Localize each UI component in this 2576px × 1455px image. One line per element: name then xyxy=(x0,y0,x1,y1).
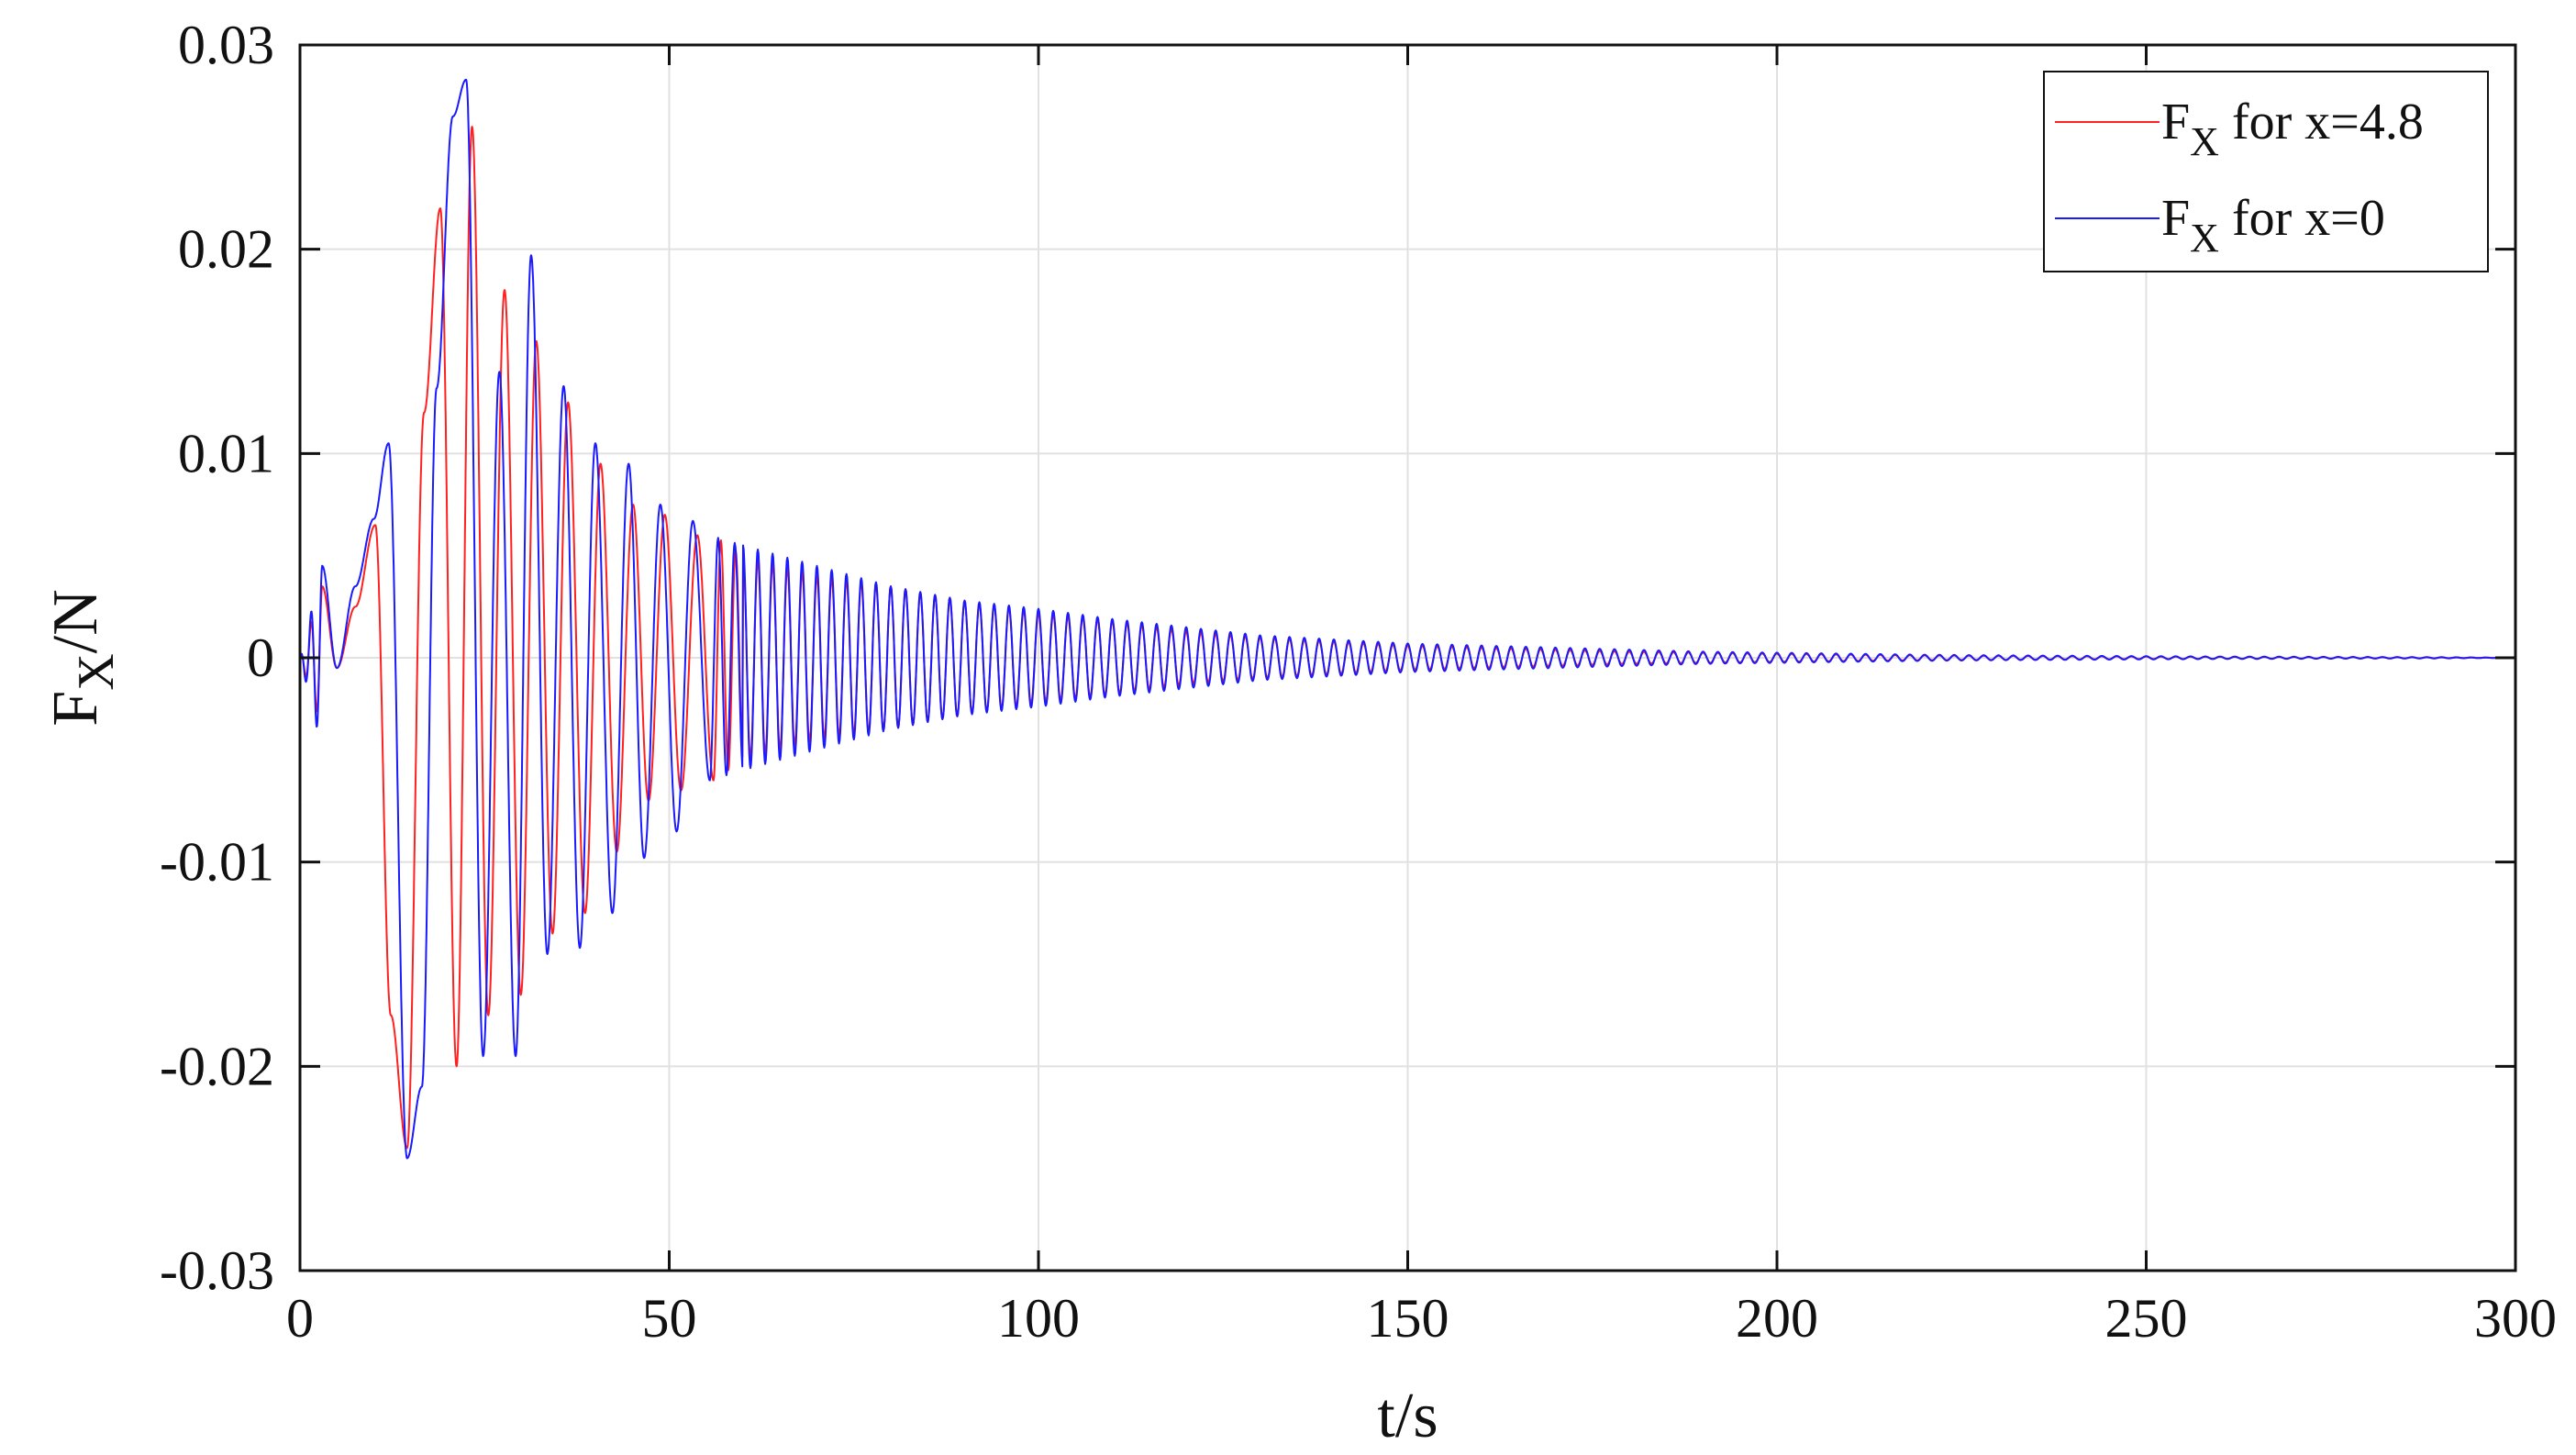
legend-label-series-a-rest: for x=4.8 xyxy=(2219,94,2424,150)
series-line-1 xyxy=(299,78,2516,1160)
x-tick-label: 250 xyxy=(2105,1288,2188,1349)
legend-label-series-b: FX for x=0 xyxy=(2161,190,2385,261)
legend-box xyxy=(2043,71,2489,272)
x-tick-label: 0 xyxy=(286,1288,314,1349)
y-axis-title: FX/N xyxy=(40,589,125,726)
x-tick-label: 100 xyxy=(997,1288,1080,1349)
y-axis-title-suffix: /N xyxy=(40,589,111,653)
y-tick-label: 0 xyxy=(247,628,274,688)
axis-ticks: 0 50 100 150 200 250 300 -0.03 -0.02 -0.01 0 0.01 0.… xyxy=(160,15,2557,1349)
legend-label-series-b-sub: X xyxy=(2190,216,2219,261)
x-tick-label: 300 xyxy=(2474,1288,2557,1349)
legend-label-series-a: FX for x=4.8 xyxy=(2161,94,2424,164)
y-tick-label: -0.02 xyxy=(160,1036,274,1096)
x-tick-label: 150 xyxy=(1367,1288,1449,1349)
legend-label-series-b-main: F xyxy=(2161,190,2190,247)
x-tick-label: 200 xyxy=(1736,1288,1818,1349)
y-tick-label: 0.01 xyxy=(178,423,274,483)
x-axis-title: t/s xyxy=(1377,1381,1438,1451)
y-axis-title-main: F xyxy=(40,691,111,727)
y-tick-label: 0.02 xyxy=(178,219,274,280)
legend-label-series-b-rest: for x=0 xyxy=(2219,190,2385,247)
y-tick-label: -0.01 xyxy=(160,832,274,893)
y-tick-label: -0.03 xyxy=(160,1240,274,1301)
plot-series xyxy=(299,78,2516,1160)
legend: FX for x=4.8 FX for x=0 xyxy=(2043,71,2489,272)
x-tick-label: 50 xyxy=(642,1288,697,1349)
y-tick-label: 0.03 xyxy=(178,15,274,75)
legend-label-series-a-main: F xyxy=(2161,94,2190,150)
legend-label-series-a-sub: X xyxy=(2190,119,2219,164)
y-axis-title-sub: X xyxy=(68,653,125,690)
